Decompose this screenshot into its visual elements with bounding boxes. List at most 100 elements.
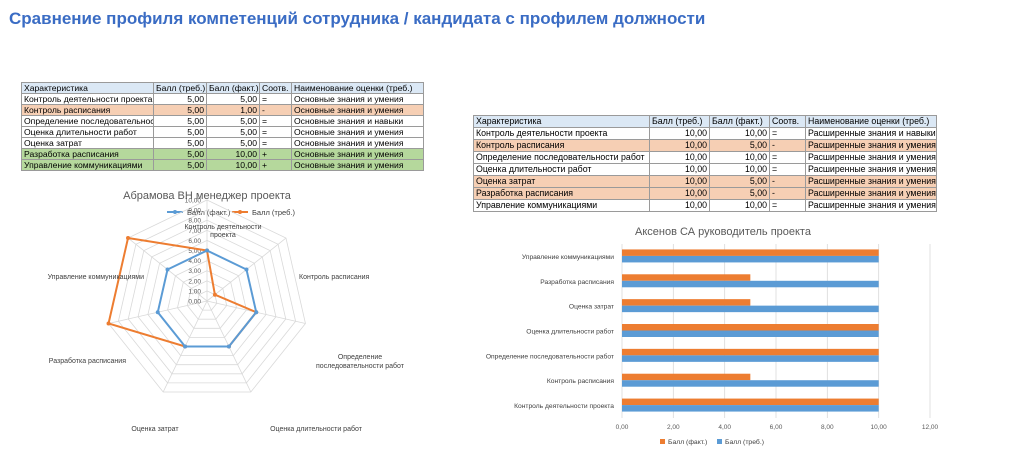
x-tick-label: 8,00	[821, 424, 834, 431]
actual-score-cell: 5,00	[206, 93, 260, 105]
category-label: Определение последовательности работ	[316, 354, 405, 370]
actual-score-cell: 5,00	[709, 175, 770, 188]
competency-cell: Контроль расписания	[21, 104, 154, 116]
legend-swatch	[717, 439, 722, 444]
category-label: Оценка затрат	[569, 304, 614, 311]
level-name-cell: Основные знания и умения	[291, 148, 424, 160]
column-header: Балл (треб.)	[649, 115, 710, 128]
column-header: Соотв.	[259, 82, 292, 94]
bar-required	[622, 280, 879, 288]
match-cell: =	[769, 127, 806, 140]
match-cell: -	[259, 104, 292, 116]
bar-chart: Аксенов СА руководитель проекта 0,00 2,00 4…	[486, 226, 939, 446]
required-score-cell: 5,00	[153, 137, 207, 149]
r-tick-label: 5,00	[188, 248, 201, 255]
column-header: Балл (факт.)	[206, 82, 260, 94]
actual-score-cell: 5,00	[709, 187, 770, 200]
level-name-cell: Основные знания и умения	[291, 93, 424, 105]
competency-cell: Определение последовательност	[21, 115, 154, 127]
chart-title: Аксенов СА руководитель проекта	[635, 226, 812, 238]
category-label: Контроль расписания	[299, 274, 370, 281]
category-label: Разработка расписания	[49, 357, 126, 365]
category-label: Оценка длительности работ	[526, 328, 614, 336]
competency-cell: Оценка длительности работ	[21, 126, 154, 138]
table-row: Определение последовательност 5,00 5,00 = Ос…	[21, 115, 424, 127]
r-tick-label: 10,00	[185, 198, 202, 205]
level-name-cell: Основные знания и умения	[291, 126, 424, 138]
grid-ring	[137, 229, 277, 366]
category-label: Контроль расписания	[547, 378, 615, 385]
table-row: Управление коммуникациями 5,00 10,00 + Основ…	[21, 159, 424, 171]
x-tick-label: 12,00	[922, 424, 939, 431]
match-cell: -	[769, 175, 806, 188]
legend-label: Балл (треб.)	[252, 208, 295, 217]
table-row: Оценка затрат 5,00 5,00 = Основные знания и …	[21, 137, 424, 149]
actual-score-cell: 10,00	[709, 199, 770, 212]
employee-competency-table: Характеристика Балл (треб.) Балл (факт.) Со…	[21, 82, 424, 171]
table-row: Управление коммуникациями 10,00 10,00 = Расш…	[473, 199, 937, 212]
r-tick-label: 2,00	[188, 278, 201, 285]
level-name-cell: Расширенные знания и навыки	[805, 127, 937, 140]
data-point	[226, 344, 231, 349]
required-score-cell: 5,00	[153, 148, 207, 160]
data-point	[183, 344, 188, 349]
series-line	[156, 249, 258, 348]
bar-required	[622, 330, 879, 337]
table-header-row: Характеристика Балл (треб.) Балл (факт.) Со…	[21, 82, 424, 94]
competency-cell: Контроль расписания	[473, 139, 650, 152]
competency-cell: Разработка расписания	[473, 187, 650, 200]
grid-ring	[186, 280, 228, 320]
actual-score-cell: 5,00	[206, 115, 260, 127]
legend-label: Балл (факт.)	[187, 208, 231, 217]
competency-cell: Управление коммуникациями	[21, 159, 154, 171]
data-point	[254, 310, 259, 315]
column-header: Характеристика	[21, 82, 154, 94]
data-point	[165, 267, 170, 272]
radar-chart: Абрамова ВН менеджер проекта Балл (факт.)…	[48, 190, 405, 433]
x-tick-label: 10,00	[871, 424, 888, 431]
bar-required	[622, 405, 879, 412]
bar-actual	[622, 249, 879, 256]
actual-score-cell: 10,00	[709, 151, 770, 164]
actual-score-cell: 5,00	[206, 126, 260, 138]
column-header: Характеристика	[473, 115, 650, 128]
column-header: Наименование оценки (треб.)	[805, 115, 937, 128]
level-name-cell: Расширенные знания и умения	[805, 175, 937, 188]
category-label: Оценка затрат	[131, 426, 179, 433]
bar-actual	[622, 398, 879, 406]
r-tick-label: 3,00	[188, 268, 201, 275]
actual-score-cell: 10,00	[206, 148, 260, 160]
data-point	[106, 321, 111, 326]
chart-title: Абрамова ВН менеджер проекта	[123, 190, 292, 202]
match-cell: =	[769, 199, 806, 212]
x-tick-label: 0,00	[616, 424, 629, 431]
category-label: Разработка расписания	[540, 278, 614, 286]
level-name-cell: Основные знания и навыки	[291, 115, 424, 127]
legend-label: Балл (факт.)	[668, 439, 707, 446]
level-name-cell: Основные знания и умения	[291, 137, 424, 149]
actual-score-cell: 10,00	[709, 163, 770, 176]
table-row: Контроль расписания 5,00 1,00- Основные зна…	[21, 104, 424, 116]
actual-score-cell: 10,00	[206, 159, 260, 171]
category-label: Управление коммуникациями	[48, 274, 145, 281]
actual-score-cell: 5,00	[709, 139, 770, 152]
table-row: Разработка расписания 10,00 5,00- Расширенн…	[473, 187, 937, 200]
required-score-cell: 5,00	[153, 115, 207, 127]
candidate-competency-table: Характеристика Балл (треб.) Балл (факт.) Со…	[473, 115, 937, 212]
required-score-cell: 10,00	[649, 163, 710, 176]
level-name-cell: Расширенные знания и умения	[805, 187, 937, 200]
grid-ring	[147, 239, 267, 356]
required-score-cell: 10,00	[649, 139, 710, 152]
level-name-cell: Расширенные знания и умения	[805, 199, 937, 212]
match-cell: =	[259, 93, 292, 105]
bar-actual	[622, 299, 751, 306]
table-row: Определение последовательности работ 10,0…	[473, 151, 937, 164]
category-label: Определение последовательности работ	[486, 352, 614, 360]
bar-actual	[622, 274, 751, 281]
category-label: Управление коммуникациями	[522, 254, 614, 261]
level-name-cell: Расширенные знания и умения	[805, 163, 937, 176]
x-tick-label: 4,00	[718, 424, 731, 431]
legend-marker	[173, 210, 177, 214]
bar-actual	[622, 324, 879, 331]
match-cell: =	[259, 137, 292, 149]
